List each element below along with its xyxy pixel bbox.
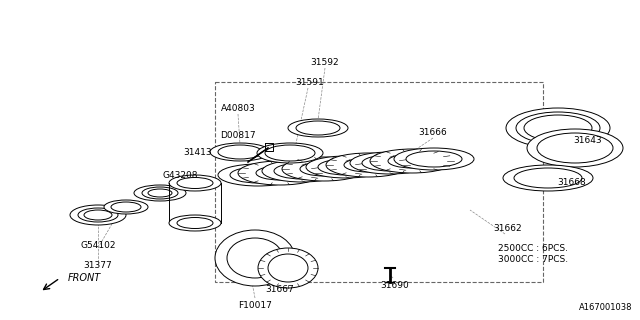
Text: F10017: F10017 — [238, 300, 272, 309]
Text: 31690: 31690 — [381, 281, 410, 290]
Text: 31666: 31666 — [419, 127, 447, 137]
Ellipse shape — [506, 108, 610, 148]
Text: D00817: D00817 — [220, 131, 256, 140]
Ellipse shape — [256, 166, 304, 180]
Ellipse shape — [268, 254, 308, 282]
Ellipse shape — [70, 205, 126, 225]
Text: 2500CC : 6PCS.: 2500CC : 6PCS. — [498, 244, 568, 252]
Text: G54102: G54102 — [80, 241, 116, 250]
Ellipse shape — [262, 160, 342, 182]
Ellipse shape — [388, 154, 436, 168]
Text: G43208: G43208 — [163, 171, 198, 180]
Text: A167001038: A167001038 — [579, 303, 632, 312]
Ellipse shape — [218, 145, 262, 159]
Ellipse shape — [230, 167, 286, 183]
Text: 31592: 31592 — [310, 58, 339, 67]
Ellipse shape — [370, 149, 454, 173]
Ellipse shape — [218, 164, 298, 186]
Ellipse shape — [306, 156, 386, 178]
Bar — [215, 82, 543, 282]
Ellipse shape — [134, 185, 186, 201]
Ellipse shape — [257, 143, 323, 163]
Text: FRONT: FRONT — [68, 273, 101, 283]
Ellipse shape — [258, 248, 318, 288]
Text: 31643: 31643 — [573, 135, 602, 145]
Ellipse shape — [527, 129, 623, 167]
Ellipse shape — [84, 210, 112, 220]
Ellipse shape — [406, 151, 462, 167]
Text: 31667: 31667 — [266, 285, 294, 294]
Ellipse shape — [318, 159, 374, 175]
Ellipse shape — [142, 187, 178, 199]
Ellipse shape — [537, 133, 613, 163]
Ellipse shape — [148, 189, 172, 197]
Ellipse shape — [111, 202, 141, 212]
Ellipse shape — [288, 119, 348, 137]
Ellipse shape — [326, 153, 410, 177]
Text: 31662: 31662 — [493, 223, 522, 233]
Ellipse shape — [177, 218, 213, 228]
Text: 3000CC : 7PCS.: 3000CC : 7PCS. — [498, 255, 568, 265]
Ellipse shape — [104, 200, 148, 214]
Ellipse shape — [344, 158, 392, 172]
Ellipse shape — [265, 145, 315, 161]
Ellipse shape — [514, 168, 582, 188]
Ellipse shape — [238, 161, 322, 185]
Text: 31591: 31591 — [296, 77, 324, 86]
Ellipse shape — [78, 208, 118, 222]
Ellipse shape — [169, 175, 221, 191]
Ellipse shape — [300, 162, 348, 176]
Ellipse shape — [177, 178, 213, 188]
Ellipse shape — [394, 148, 474, 170]
Ellipse shape — [282, 157, 366, 181]
Text: A40803: A40803 — [221, 103, 255, 113]
Ellipse shape — [524, 115, 592, 141]
Ellipse shape — [296, 121, 340, 135]
Text: 31413: 31413 — [184, 148, 212, 156]
Ellipse shape — [274, 163, 330, 179]
Ellipse shape — [350, 152, 430, 174]
Text: 31668: 31668 — [557, 178, 586, 187]
Ellipse shape — [227, 238, 283, 278]
Ellipse shape — [362, 155, 418, 171]
Ellipse shape — [516, 112, 600, 144]
Ellipse shape — [503, 165, 593, 191]
Text: 31377: 31377 — [84, 260, 113, 269]
Ellipse shape — [215, 230, 295, 286]
Ellipse shape — [169, 215, 221, 231]
Ellipse shape — [210, 143, 270, 161]
